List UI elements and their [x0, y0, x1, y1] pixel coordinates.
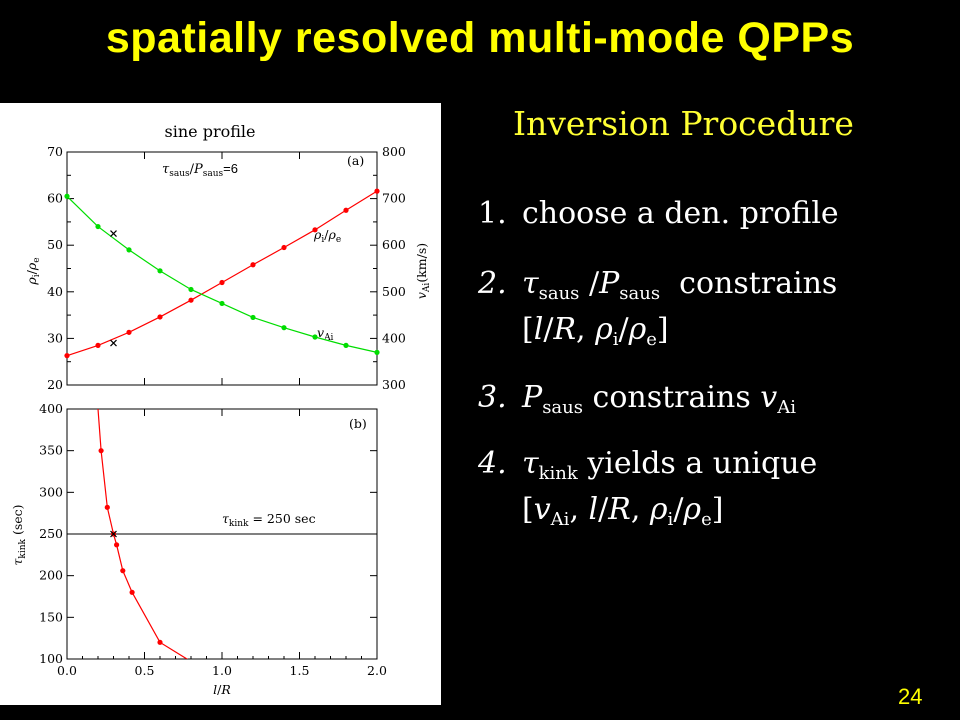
- chart-a-ylabel-left: ρi/ρe: [24, 257, 42, 285]
- series-label-rho: ρi/ρe: [313, 227, 341, 245]
- data-point: [104, 504, 110, 510]
- data-point: [95, 342, 101, 348]
- series-label-vai: vAi: [317, 325, 334, 343]
- y-tick-right-label: 300: [382, 377, 406, 392]
- y-tick-right-label: 400: [382, 330, 406, 345]
- y-tick-label: 350: [39, 443, 63, 458]
- data-point: [157, 314, 163, 320]
- y-tick-label: 250: [39, 526, 63, 541]
- y-tick-label: 200: [39, 568, 63, 583]
- data-point: [126, 329, 132, 335]
- chart-b-xlabel: l/R: [213, 682, 231, 697]
- marker-cross: [110, 339, 117, 347]
- data-point: [126, 247, 132, 253]
- data-point: [64, 193, 70, 199]
- y-tick-label: 150: [39, 609, 63, 624]
- data-point: [281, 244, 287, 251]
- chart-a-panel-label: (a): [347, 153, 364, 168]
- y-tick-label: 100: [39, 651, 63, 666]
- chart-a: sine profile (a) τsaus/Psaus=6 ρi/ρe vAi…: [24, 122, 432, 392]
- data-point: [343, 207, 349, 213]
- y-tick-label: 400: [39, 401, 63, 416]
- y-tick-right-label: 700: [382, 191, 406, 206]
- y-tick-left-label: 30: [47, 330, 63, 345]
- data-point: [312, 227, 318, 233]
- data-point: [343, 342, 349, 348]
- data-point: [157, 268, 163, 274]
- data-point: [219, 279, 225, 286]
- slide-title: spatially resolved multi-mode QPPs: [105, 14, 855, 62]
- series-line-0: [66, 190, 378, 357]
- x-tick-label: 0.0: [57, 663, 77, 678]
- step-2: 2. τsaus /Psaus constrains [l/R, ρi/ρe]: [478, 266, 838, 350]
- y-tick-left-label: 20: [47, 377, 63, 392]
- y-tick-right-label: 600: [382, 237, 406, 252]
- data-point: [95, 223, 101, 230]
- data-point: [129, 589, 135, 595]
- y-tick-left-label: 60: [47, 191, 63, 206]
- chart-a-annotation: τsaus/Psaus=6: [162, 161, 238, 179]
- step-1: 1. choose a den. profile: [478, 196, 839, 231]
- step-4: 4. τkink yields a unique [vAi, l/R, ρi/ρe…: [478, 446, 818, 530]
- y-tick-left-label: 40: [47, 284, 63, 299]
- y-tick-left-label: 70: [47, 144, 63, 159]
- data-point: [374, 188, 380, 194]
- figure-panel: sine profile (a) τsaus/Psaus=6 ρi/ρe vAi…: [0, 103, 441, 705]
- slide-subtitle: Inversion Procedure: [513, 104, 854, 143]
- data-point: [188, 286, 194, 293]
- data-point: [312, 334, 318, 340]
- data-point: [98, 448, 104, 454]
- chart-a-ylabel-right: vAi(km/s): [414, 243, 432, 299]
- step-3: 3. Psaus constrains vAi: [478, 380, 796, 418]
- y-tick-label: 300: [39, 484, 63, 499]
- data-point: [281, 325, 287, 331]
- x-tick-label: 1.0: [212, 663, 232, 678]
- chart-b: (b) τkink = 250 sec τkink (sec) l/R 400 3…: [10, 401, 387, 697]
- hline-label: τkink = 250 sec: [222, 511, 316, 529]
- data-point: [250, 314, 256, 321]
- page-number: 24: [898, 684, 923, 709]
- data-point: [114, 542, 120, 548]
- data-point: [120, 568, 126, 574]
- data-point: [374, 349, 380, 355]
- data-point: [157, 639, 163, 645]
- marker-cross: [110, 530, 117, 538]
- data-point: [250, 262, 256, 268]
- chart-a-title: sine profile: [165, 122, 256, 141]
- chart-b-panel-label: (b): [349, 416, 367, 431]
- x-tick-label: 0.5: [135, 663, 155, 678]
- chart-a-frame: [66, 151, 378, 386]
- chart-b-ylabel: τkink (sec): [10, 504, 28, 565]
- data-point: [64, 353, 70, 359]
- marker-cross: [110, 230, 117, 237]
- y-tick-right-label: 500: [382, 284, 406, 299]
- y-tick-right-label: 800: [382, 144, 406, 159]
- x-tick-label: 2.0: [367, 663, 387, 678]
- y-tick-left-label: 50: [47, 237, 63, 252]
- x-tick-label: 1.5: [290, 663, 310, 678]
- data-point: [188, 297, 194, 303]
- data-point: [219, 300, 225, 307]
